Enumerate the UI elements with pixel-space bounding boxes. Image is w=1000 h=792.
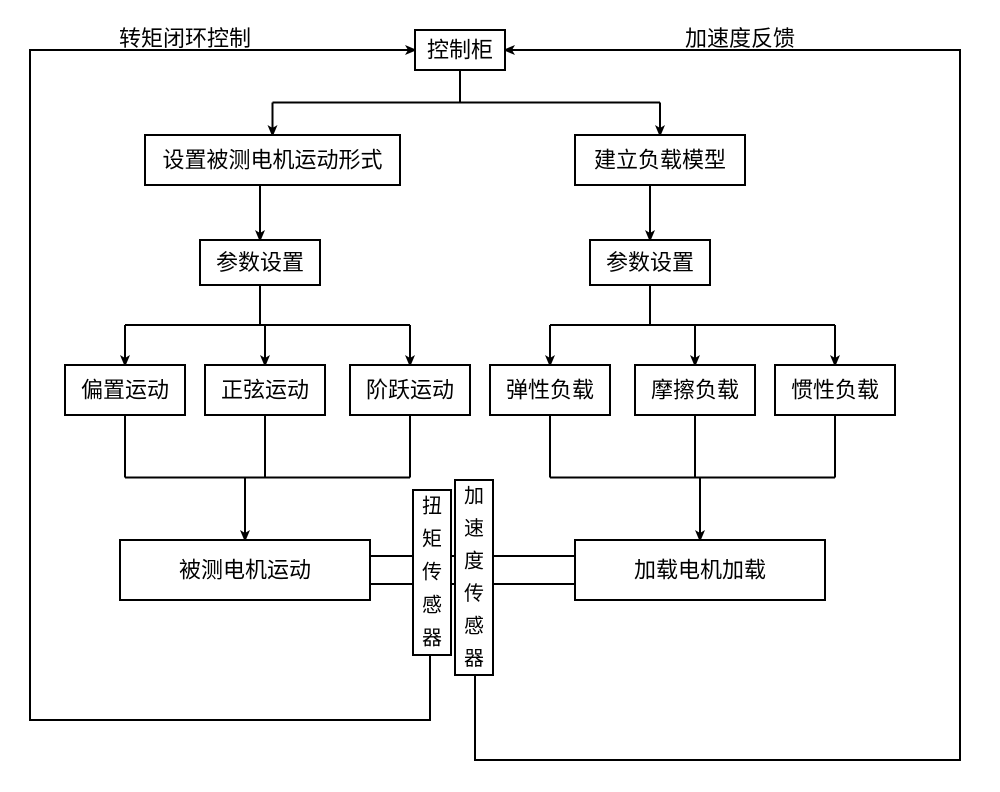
torque-sensor-char-0: 扭 <box>422 495 442 518</box>
node-load_motor-label: 加载电机加载 <box>634 558 766 583</box>
accel-sensor-char-1: 速 <box>464 517 484 540</box>
accel-sensor <box>455 480 493 675</box>
free-label-torque_feedback: 转矩闭环控制 <box>119 26 251 51</box>
accel-sensor-char-4: 感 <box>464 614 484 637</box>
accel-sensor-char-2: 度 <box>464 549 484 572</box>
torque-sensor-char-2: 传 <box>422 561 442 584</box>
node-offset_motion-label: 偏置运动 <box>81 378 169 403</box>
node-control_cab-label: 控制柜 <box>427 38 493 63</box>
node-sine_motion-label: 正弦运动 <box>221 378 309 403</box>
node-friction_load-label: 摩擦负载 <box>651 378 739 403</box>
torque-sensor-char-4: 器 <box>422 628 442 650</box>
node-elastic_load-label: 弹性负载 <box>506 378 594 403</box>
torque-sensor-char-3: 感 <box>422 594 442 617</box>
node-build_load-label: 建立负载模型 <box>594 148 726 173</box>
free-label-accel_feedback: 加速度反馈 <box>685 26 795 51</box>
accel-sensor-char-0: 加 <box>464 484 484 507</box>
flowchart: 控制柜设置被测电机运动形式 建立负载模型参数设置 参数设置偏置运动 正弦运动 阶跃运动 弹… <box>0 0 1000 792</box>
node-param_left-label: 参数设置 <box>216 250 304 275</box>
node-param_right-label: 参数设置 <box>606 250 694 275</box>
accel-sensor-char-3: 传 <box>464 582 484 605</box>
node-tested_motor-label: 被测电机运动 <box>179 558 311 583</box>
torque-sensor-char-1: 矩 <box>422 528 442 551</box>
node-set_motion-label: 设置被测电机运动形式 <box>162 148 382 173</box>
accel-sensor-char-5: 器 <box>464 648 484 670</box>
node-step_motion-label: 阶跃运动 <box>366 378 454 403</box>
node-inertia_load-label: 惯性负载 <box>791 378 879 403</box>
